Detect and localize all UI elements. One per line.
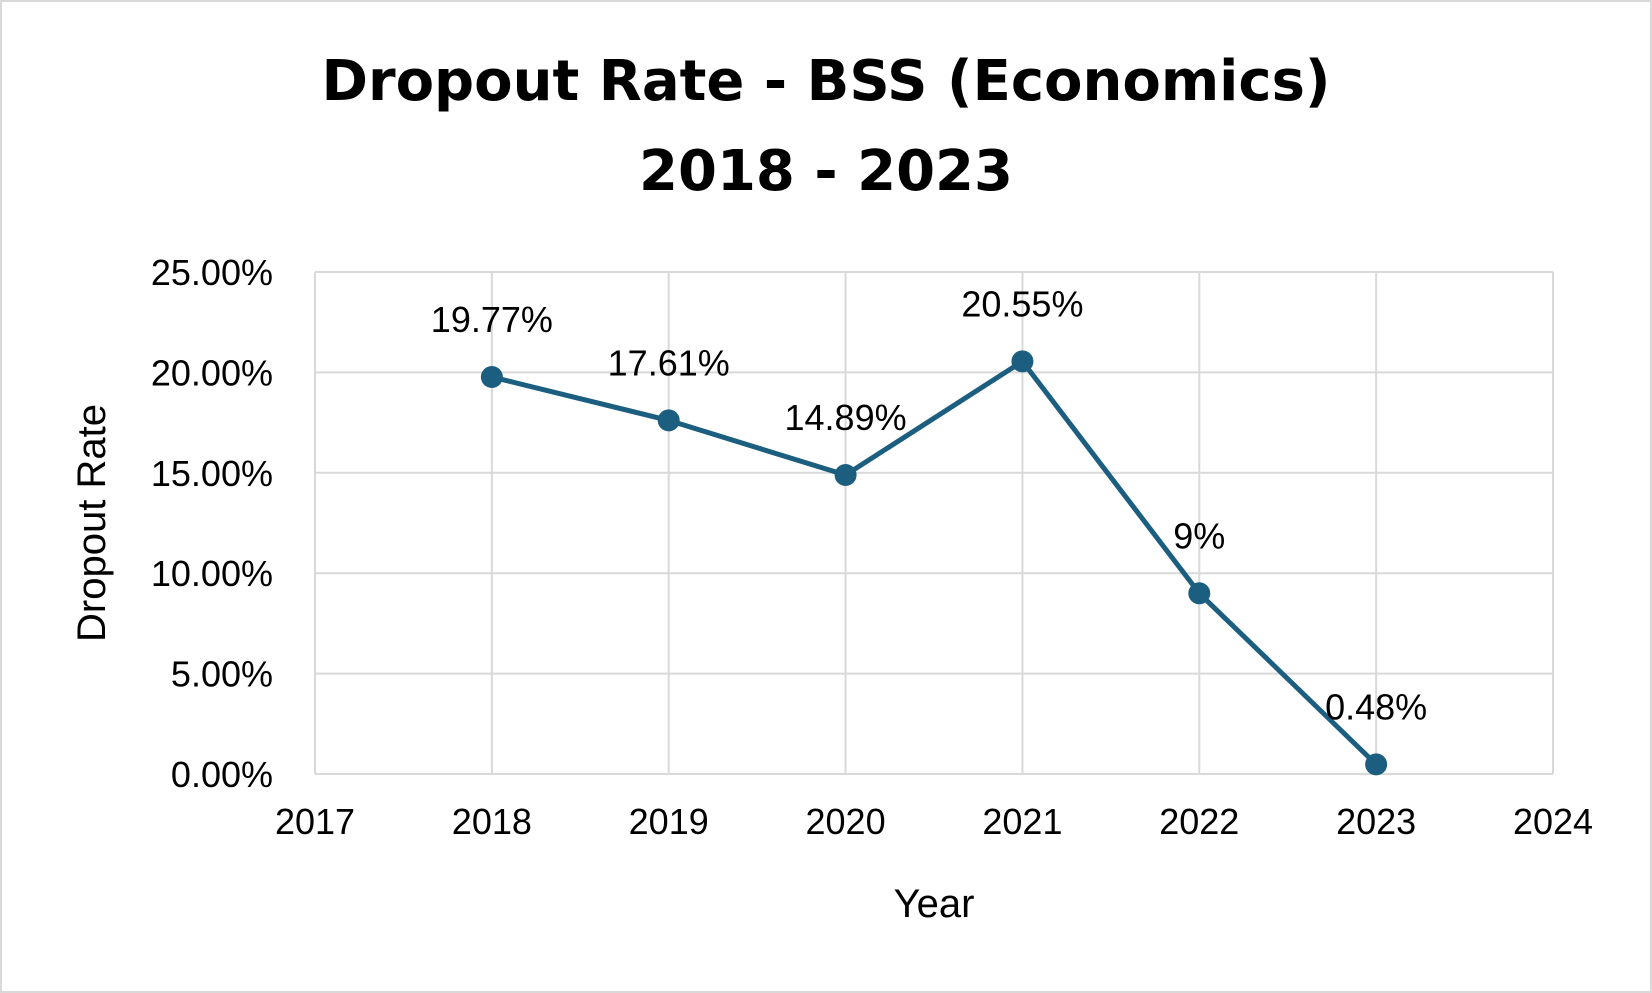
x-tick-label: 2021 — [982, 801, 1062, 842]
data-label: 17.61% — [608, 342, 730, 383]
data-label: 14.89% — [785, 397, 907, 438]
x-tick-label: 2022 — [1159, 801, 1239, 842]
x-axis-title: Year — [894, 882, 975, 926]
y-tick-label: 0.00% — [171, 754, 273, 795]
gridlines — [314, 271, 1554, 775]
data-label: 19.77% — [431, 299, 553, 340]
y-tick-label: 5.00% — [171, 654, 273, 695]
x-tick-label: 2020 — [806, 801, 886, 842]
x-tick-label: 2017 — [275, 801, 355, 842]
x-tick-labels: 2017 2018 2019 2020 2021 2022 2023 2024 — [275, 801, 1593, 842]
data-labels: 19.77% 17.61% 14.89% 20.55% 9% 0.48% — [431, 283, 1427, 727]
data-label: 0.48% — [1325, 686, 1427, 727]
x-tick-label: 2024 — [1513, 801, 1593, 842]
y-tick-label: 15.00% — [151, 453, 273, 494]
y-tick-labels: 0.00% 5.00% 10.00% 15.00% 20.00% 25.00% — [151, 252, 273, 795]
y-tick-label: 25.00% — [151, 252, 273, 293]
chart-title-line-2: 2018 - 2023 — [639, 139, 1013, 204]
y-tick-label: 20.00% — [151, 352, 273, 393]
data-label: 9% — [1173, 515, 1225, 556]
y-axis-title: Dropout Rate — [70, 404, 114, 642]
data-point — [1188, 582, 1211, 605]
data-point — [657, 409, 680, 432]
data-point — [834, 464, 857, 487]
series-line — [491, 358, 1378, 767]
x-tick-label: 2018 — [452, 801, 532, 842]
y-tick-label: 10.00% — [151, 553, 273, 594]
data-point — [1011, 350, 1034, 373]
x-tick-label: 2019 — [629, 801, 709, 842]
data-point — [480, 366, 503, 389]
data-point — [1365, 753, 1388, 776]
series-layer — [480, 350, 1388, 776]
chart-title-line-1: Dropout Rate - BSS (Economics) — [321, 49, 1331, 114]
x-tick-label: 2023 — [1336, 801, 1416, 842]
data-label: 20.55% — [961, 283, 1083, 324]
